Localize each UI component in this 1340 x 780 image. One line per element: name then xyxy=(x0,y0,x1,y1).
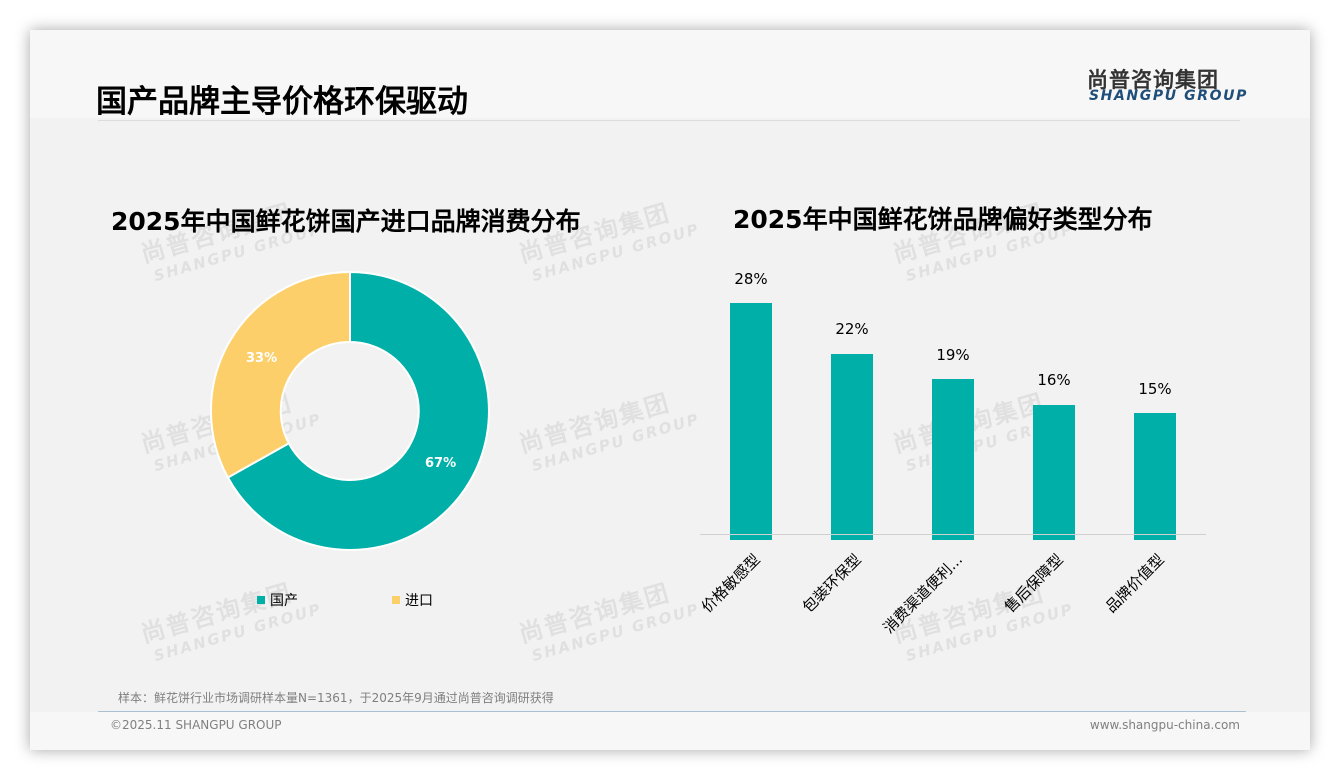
donut-slice-imported[interactable] xyxy=(209,270,351,479)
category-label: 品牌价值型 xyxy=(1101,550,1168,617)
donut-slice-domestic[interactable] xyxy=(226,270,490,551)
title-divider xyxy=(98,120,1240,121)
legend-label-imported: 进口 xyxy=(405,593,433,609)
watermark-en: SHANGPU GROUP xyxy=(529,409,702,476)
footer-band xyxy=(30,712,1310,750)
bar-value-label: 22% xyxy=(835,320,869,338)
bar-channel-convenience[interactable] xyxy=(932,379,974,540)
website-link[interactable]: www.shangpu-china.com xyxy=(1089,718,1240,732)
category-label: 包装环保型 xyxy=(798,550,865,617)
bar-value-label: 15% xyxy=(1138,380,1172,398)
footer-divider xyxy=(98,711,1246,712)
category-label: 消费渠道便利... xyxy=(879,550,966,637)
donut-chart-title: 2025年中国鲜花饼国产进口品牌消费分布 xyxy=(111,207,581,236)
watermark-en: SHANGPU GROUP xyxy=(903,599,1076,666)
bar-value-label: 16% xyxy=(1037,371,1071,389)
sample-note: 样本：鲜花饼行业市场调研样本量N=1361，于2025年9月通过尚普咨询调研获得 xyxy=(118,691,554,705)
category-label: 售后保障型 xyxy=(1000,550,1067,617)
watermark-en: SHANGPU GROUP xyxy=(529,599,702,666)
copyright: ©2025.11 SHANGPU GROUP xyxy=(110,718,282,732)
donut-chart: 67% 33% xyxy=(209,270,490,551)
bar-chart-plot: 28% 22% 19% 16% 15% xyxy=(700,270,1210,540)
logo-chinese: 尚普咨询集团 xyxy=(1087,68,1219,92)
header-band xyxy=(30,30,1310,118)
logo-english: SHANGPU GROUP xyxy=(1089,88,1248,104)
bar-brand-value[interactable] xyxy=(1134,413,1176,540)
legend-swatch-yellow xyxy=(392,596,400,604)
bar-value-label: 19% xyxy=(936,346,970,364)
watermark: 尚普咨询集团 SHANGPU GROUP xyxy=(514,376,702,477)
bar-after-sales[interactable] xyxy=(1033,405,1075,540)
page-title: 国产品牌主导价格环保驱动 xyxy=(96,84,468,120)
slide: 尚普咨询集团 SHANGPU GROUP 尚普咨询集团 SHANGPU GROU… xyxy=(30,30,1310,750)
donut-label-domestic: 67% xyxy=(425,456,457,471)
watermark: 尚普咨询集团 SHANGPU GROUP xyxy=(514,566,702,667)
bar-price-sensitive[interactable] xyxy=(730,303,772,540)
bar-chart-title: 2025年中国鲜花饼品牌偏好类型分布 xyxy=(733,205,1153,234)
legend-item-domestic: 国产 xyxy=(257,590,298,610)
bar-eco-packaging[interactable] xyxy=(831,354,873,540)
x-axis-line xyxy=(700,534,1206,535)
category-label: 价格敏感型 xyxy=(697,550,764,617)
bar-value-label: 28% xyxy=(734,270,768,288)
legend-swatch-teal xyxy=(257,596,265,604)
legend-item-imported: 进口 xyxy=(392,590,433,610)
donut-chart-svg xyxy=(209,270,490,551)
legend-label-domestic: 国产 xyxy=(270,593,298,609)
watermark-cn: 尚普咨询集团 xyxy=(515,388,674,459)
watermark: 尚普咨询集团 SHANGPU GROUP xyxy=(136,566,324,667)
watermark-cn: 尚普咨询集团 xyxy=(515,578,674,649)
donut-label-imported: 33% xyxy=(246,351,278,366)
